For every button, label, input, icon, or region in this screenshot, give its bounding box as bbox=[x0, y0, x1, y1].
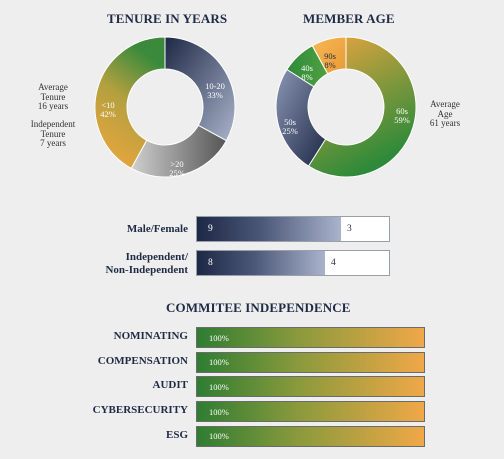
note-line: Average bbox=[38, 82, 68, 92]
age-slice-90s bbox=[311, 36, 347, 75]
committee-bar-audit: 100% bbox=[196, 376, 425, 398]
slice-name: 90s bbox=[324, 51, 336, 61]
average-tenure-note: Average Tenure 16 years bbox=[22, 82, 84, 112]
male-female-bar: 9 3 bbox=[196, 216, 390, 242]
note-line: Age bbox=[437, 108, 453, 119]
slice-name: 10-20 bbox=[205, 81, 225, 91]
slice-value: 33% bbox=[207, 90, 223, 100]
slice-name: <10 bbox=[101, 100, 115, 110]
male-segment: 9 bbox=[197, 217, 341, 241]
committee-label-compensation: COMPENSATION bbox=[97, 354, 188, 367]
committee-bar-fill: 100% bbox=[197, 402, 424, 422]
age-slice-label-50s: 50s 25% bbox=[275, 118, 305, 136]
age-slice-60s bbox=[307, 36, 417, 178]
independence-label: Independent/ Non-Independent bbox=[105, 251, 188, 277]
independent-segment: 8 bbox=[197, 251, 325, 275]
committee-bar-esg: 100% bbox=[196, 425, 425, 447]
committee-bar-fill: 100% bbox=[197, 328, 424, 347]
male-female-label: Male/Female bbox=[126, 223, 188, 235]
committee-bar-fill: 100% bbox=[197, 377, 424, 397]
slice-value: 8% bbox=[301, 72, 313, 82]
slice-name: 50s bbox=[284, 117, 296, 127]
age-slice-label-90s: 90s 8% bbox=[315, 52, 345, 70]
committee-bar-fill: 100% bbox=[197, 352, 424, 372]
slice-value: 59% bbox=[394, 115, 410, 125]
member-age-title: MEMBER AGE bbox=[303, 11, 395, 26]
independent-tenure-note: Independent Tenure 7 years bbox=[22, 119, 84, 149]
age-slice-label-60s: 60s 59% bbox=[387, 107, 417, 125]
slice-value: 25% bbox=[169, 168, 185, 178]
note-line: 16 years bbox=[37, 101, 69, 111]
slice-name: 40s bbox=[301, 63, 313, 73]
tenure-slice-1020 bbox=[164, 36, 236, 142]
committee-bar-fill: 100% bbox=[197, 426, 424, 446]
age-slice-label-40s: 40s 8% bbox=[292, 64, 322, 82]
committee-title: COMMITEE INDEPENDENCE bbox=[166, 300, 351, 315]
tenure-slice-label-under-10: <10 42% bbox=[93, 101, 123, 119]
slice-value: 8% bbox=[324, 60, 336, 70]
independence-label-line: Independent/ bbox=[125, 251, 188, 263]
donut-charts bbox=[94, 36, 417, 178]
slice-name: 60s bbox=[396, 106, 408, 116]
committee-bar-compensation: 100% bbox=[196, 351, 425, 373]
note-line: Independent bbox=[30, 119, 76, 129]
tenure-slice-label-over-20: >20 25% bbox=[162, 160, 192, 178]
committee-label-nominating: NOMINATING bbox=[113, 330, 188, 342]
committee-label-cybersecurity: CYBERSECURITY bbox=[92, 404, 188, 417]
slice-value: 42% bbox=[100, 109, 116, 119]
tenure-slice-10 bbox=[94, 36, 166, 170]
note-line: Tenure bbox=[40, 128, 66, 139]
female-segment: 3 bbox=[347, 224, 352, 234]
slice-value: 25% bbox=[282, 126, 298, 136]
tenure-slice-label-10-20: 10-20 33% bbox=[200, 82, 230, 100]
note-line: 61 years bbox=[429, 118, 461, 128]
committee-label-esg: ESG bbox=[165, 428, 188, 441]
age-donut bbox=[275, 36, 417, 178]
tenure-title: TENURE IN YEARS bbox=[107, 11, 228, 26]
note-line: Tenure bbox=[40, 91, 66, 102]
committee-label-audit: AUDIT bbox=[152, 379, 188, 392]
tenure-donut bbox=[94, 36, 236, 178]
committee-bar-nominating: 100% bbox=[196, 327, 425, 348]
non-independent-segment: 4 bbox=[331, 258, 336, 268]
note-line: Average bbox=[430, 99, 460, 109]
independence-bar: 8 4 bbox=[196, 250, 390, 276]
slice-name: >20 bbox=[170, 159, 184, 169]
note-line: 7 years bbox=[40, 138, 66, 148]
average-age-note: Average Age 61 years bbox=[420, 99, 470, 129]
committee-bar-cybersecurity: 100% bbox=[196, 401, 425, 423]
independence-label-line: Non-Independent bbox=[105, 264, 188, 276]
